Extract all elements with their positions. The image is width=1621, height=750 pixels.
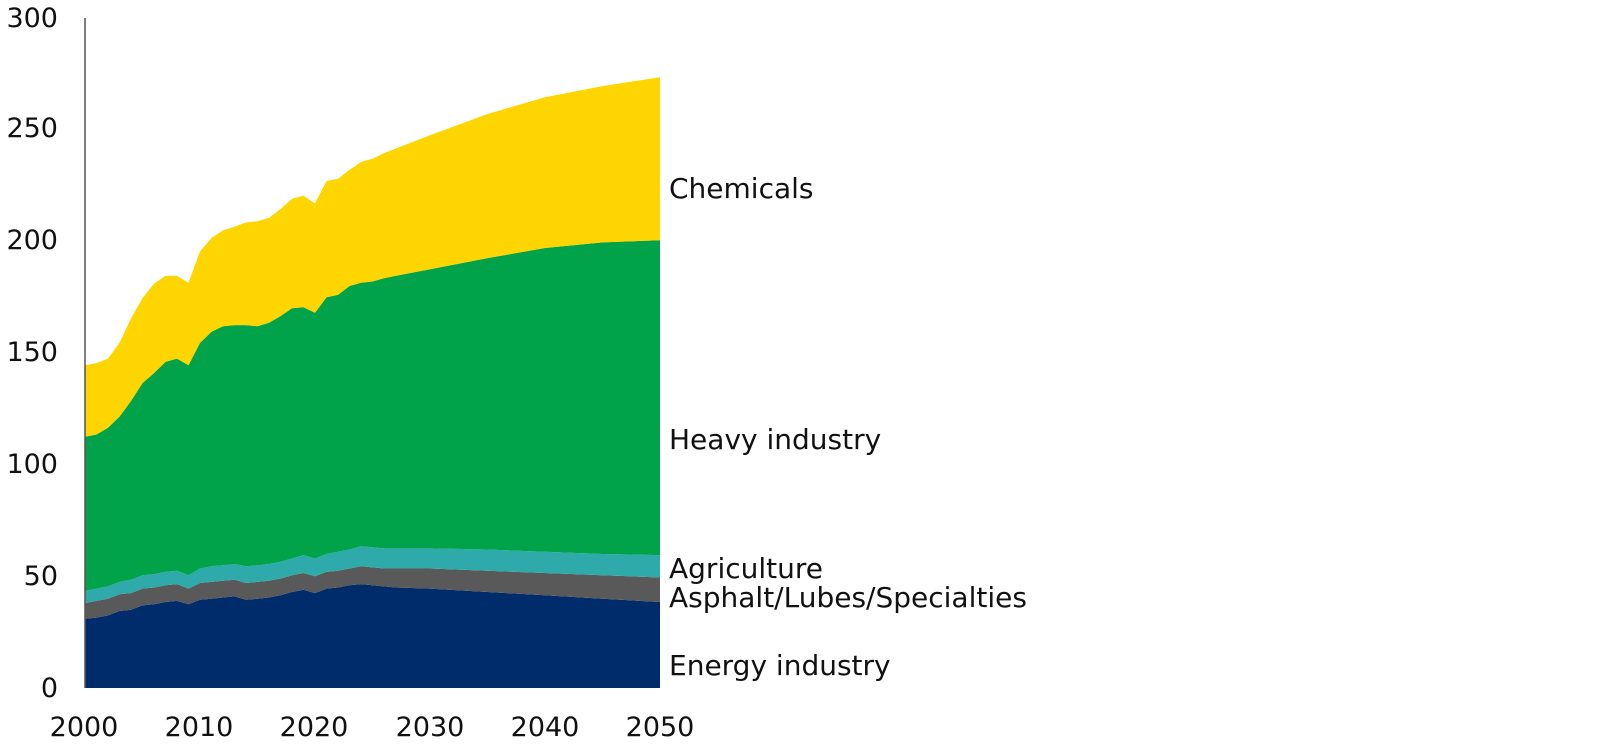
y-tick-label: 200 (6, 225, 58, 256)
x-tick-label: 2030 (396, 712, 465, 743)
y-tick-label: 150 (6, 337, 58, 368)
area-agriculture (85, 546, 660, 604)
y-tick-labels: 0 50 100 150 200 250 300 (6, 3, 58, 704)
series-label-heavy-industry: Heavy industry (669, 423, 881, 456)
series-label-chemicals: Chemicals (669, 172, 814, 205)
series-label-asphalt-lubes-specialties: Asphalt/Lubes/Specialties (669, 581, 1027, 614)
x-tick-label: 2040 (511, 712, 580, 743)
y-tick-label: 300 (6, 3, 58, 34)
y-tick-label: 100 (6, 449, 58, 480)
area-energy-industry (85, 584, 660, 688)
x-tick-label: 2020 (280, 712, 349, 743)
area-heavy-industry (85, 240, 660, 591)
x-tick-labels: 2000 2010 2020 2030 2040 2050 (50, 712, 695, 743)
series-labels: Chemicals Heavy industry Agriculture Asp… (669, 172, 1027, 682)
series-label-energy-industry: Energy industry (669, 649, 891, 682)
y-tick-label: 0 (41, 673, 58, 704)
area-chemicals (85, 77, 660, 437)
area-asphalt-lubes-specialties (85, 566, 660, 619)
area-layers (85, 77, 660, 688)
x-tick-label: 2050 (626, 712, 695, 743)
x-tick-label: 2010 (165, 712, 234, 743)
series-label-agriculture: Agriculture (669, 552, 823, 585)
x-tick-label: 2000 (50, 712, 119, 743)
y-tick-label: 250 (6, 113, 58, 144)
y-tick-label: 50 (24, 561, 58, 592)
